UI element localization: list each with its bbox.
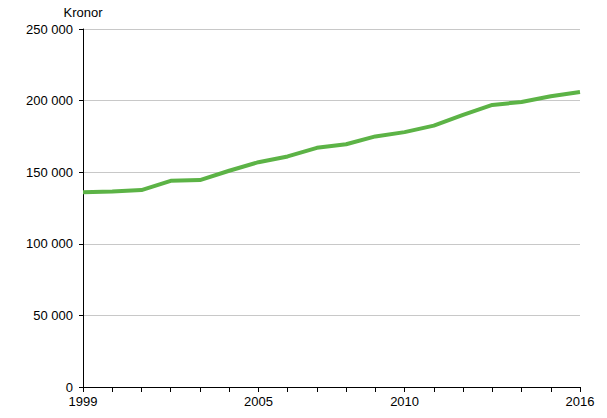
- svg-text:2010: 2010: [390, 394, 419, 409]
- svg-text:200 000: 200 000: [26, 93, 73, 108]
- svg-text:150 000: 150 000: [26, 165, 73, 180]
- svg-text:1999: 1999: [69, 394, 98, 409]
- svg-text:100 000: 100 000: [26, 236, 73, 251]
- svg-text:0: 0: [66, 380, 73, 395]
- svg-text:2016: 2016: [566, 394, 595, 409]
- svg-text:Kronor: Kronor: [63, 5, 103, 20]
- svg-text:2005: 2005: [244, 394, 273, 409]
- svg-text:250 000: 250 000: [26, 22, 73, 37]
- svg-text:50 000: 50 000: [33, 308, 73, 323]
